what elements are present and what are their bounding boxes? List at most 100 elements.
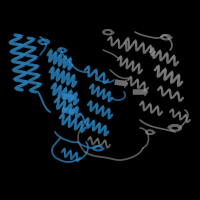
- Polygon shape: [104, 93, 108, 99]
- Polygon shape: [10, 48, 18, 50]
- Polygon shape: [60, 90, 64, 97]
- Polygon shape: [71, 108, 75, 115]
- Polygon shape: [75, 115, 77, 119]
- Polygon shape: [75, 105, 78, 110]
- Polygon shape: [91, 140, 92, 145]
- Polygon shape: [173, 57, 175, 63]
- Polygon shape: [178, 96, 179, 102]
- Polygon shape: [140, 42, 142, 48]
- Polygon shape: [12, 79, 20, 80]
- Polygon shape: [36, 74, 41, 76]
- Polygon shape: [90, 71, 94, 76]
- Polygon shape: [130, 78, 132, 84]
- Polygon shape: [86, 125, 88, 129]
- Polygon shape: [92, 90, 95, 95]
- Polygon shape: [98, 124, 100, 131]
- Polygon shape: [88, 122, 92, 128]
- Polygon shape: [94, 139, 96, 144]
- Polygon shape: [70, 157, 72, 161]
- Polygon shape: [63, 99, 66, 104]
- Polygon shape: [65, 154, 67, 159]
- Polygon shape: [66, 115, 69, 121]
- Polygon shape: [142, 42, 144, 48]
- Polygon shape: [9, 51, 17, 53]
- Polygon shape: [103, 139, 104, 144]
- Polygon shape: [131, 65, 133, 72]
- Polygon shape: [69, 56, 71, 61]
- Polygon shape: [64, 147, 65, 153]
- Polygon shape: [36, 84, 43, 86]
- Polygon shape: [77, 158, 79, 162]
- Polygon shape: [99, 144, 100, 147]
- Polygon shape: [75, 126, 78, 131]
- Polygon shape: [153, 49, 156, 55]
- Polygon shape: [98, 86, 99, 91]
- Polygon shape: [173, 115, 174, 118]
- Polygon shape: [57, 94, 60, 99]
- Polygon shape: [27, 78, 35, 80]
- Polygon shape: [61, 100, 65, 106]
- Polygon shape: [103, 80, 105, 85]
- Polygon shape: [128, 43, 129, 49]
- Polygon shape: [118, 46, 120, 50]
- Polygon shape: [135, 39, 137, 45]
- Polygon shape: [17, 83, 27, 86]
- Polygon shape: [168, 88, 170, 92]
- Polygon shape: [10, 59, 16, 61]
- Polygon shape: [102, 125, 105, 130]
- Polygon shape: [96, 110, 99, 115]
- Polygon shape: [162, 93, 164, 97]
- Polygon shape: [18, 35, 24, 37]
- Polygon shape: [76, 156, 77, 162]
- Polygon shape: [15, 65, 24, 67]
- Polygon shape: [158, 64, 159, 71]
- Polygon shape: [70, 103, 72, 109]
- Polygon shape: [172, 113, 174, 118]
- Polygon shape: [74, 152, 76, 157]
- Polygon shape: [133, 80, 136, 85]
- Polygon shape: [75, 108, 78, 115]
- Polygon shape: [97, 91, 98, 97]
- Polygon shape: [92, 122, 94, 129]
- Polygon shape: [151, 47, 154, 51]
- Polygon shape: [173, 63, 175, 67]
- Polygon shape: [30, 48, 37, 50]
- Polygon shape: [85, 65, 88, 71]
- Polygon shape: [54, 81, 56, 86]
- Polygon shape: [67, 103, 71, 109]
- Polygon shape: [29, 39, 36, 41]
- Polygon shape: [150, 110, 152, 114]
- Polygon shape: [74, 78, 77, 86]
- Polygon shape: [170, 96, 172, 100]
- Polygon shape: [90, 120, 94, 125]
- Polygon shape: [74, 120, 76, 127]
- Polygon shape: [177, 91, 179, 96]
- Polygon shape: [28, 59, 36, 61]
- Polygon shape: [169, 57, 172, 63]
- Polygon shape: [28, 46, 36, 48]
- Polygon shape: [143, 44, 144, 51]
- Polygon shape: [28, 73, 37, 74]
- Polygon shape: [25, 72, 33, 73]
- Polygon shape: [109, 35, 112, 39]
- Polygon shape: [157, 74, 159, 79]
- Polygon shape: [170, 73, 173, 80]
- Polygon shape: [73, 106, 77, 112]
- Polygon shape: [94, 124, 98, 130]
- Polygon shape: [20, 53, 26, 55]
- Polygon shape: [180, 117, 182, 121]
- Polygon shape: [157, 64, 159, 69]
- Polygon shape: [146, 85, 149, 91]
- Polygon shape: [181, 95, 184, 101]
- Polygon shape: [150, 103, 151, 108]
- Polygon shape: [59, 52, 62, 57]
- Polygon shape: [27, 80, 32, 82]
- Polygon shape: [61, 76, 63, 83]
- Polygon shape: [62, 87, 66, 94]
- Polygon shape: [178, 73, 180, 80]
- Polygon shape: [57, 97, 60, 103]
- Polygon shape: [108, 115, 111, 120]
- Polygon shape: [159, 52, 161, 59]
- Polygon shape: [93, 88, 97, 94]
- Polygon shape: [179, 118, 181, 121]
